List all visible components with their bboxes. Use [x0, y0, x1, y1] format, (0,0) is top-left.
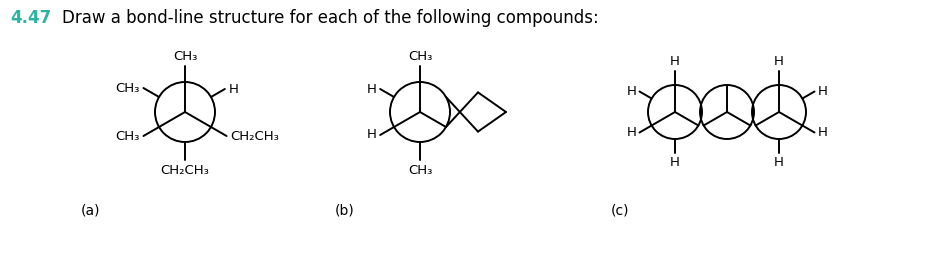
Text: (c): (c) — [610, 203, 629, 217]
Text: H: H — [774, 156, 784, 169]
Text: H: H — [626, 85, 637, 98]
Text: (b): (b) — [335, 203, 355, 217]
Text: CH₃: CH₃ — [408, 164, 432, 177]
Text: CH₃: CH₃ — [115, 129, 139, 142]
Text: 4.47: 4.47 — [10, 9, 51, 27]
Text: CH₂CH₃: CH₂CH₃ — [231, 129, 280, 142]
Text: H: H — [670, 156, 680, 169]
Text: Draw a bond-line structure for each of the following compounds:: Draw a bond-line structure for each of t… — [62, 9, 599, 27]
Text: H: H — [626, 126, 637, 139]
Text: (a): (a) — [80, 203, 100, 217]
Text: H: H — [774, 55, 784, 68]
Text: H: H — [366, 128, 376, 141]
Text: H: H — [670, 55, 680, 68]
Text: CH₂CH₃: CH₂CH₃ — [160, 164, 209, 177]
Text: CH₃: CH₃ — [115, 81, 139, 94]
Text: CH₃: CH₃ — [408, 50, 432, 63]
Text: H: H — [818, 126, 827, 139]
Text: H: H — [229, 82, 238, 95]
Text: H: H — [818, 85, 827, 98]
Text: CH₃: CH₃ — [172, 50, 197, 63]
Text: H: H — [366, 82, 376, 95]
